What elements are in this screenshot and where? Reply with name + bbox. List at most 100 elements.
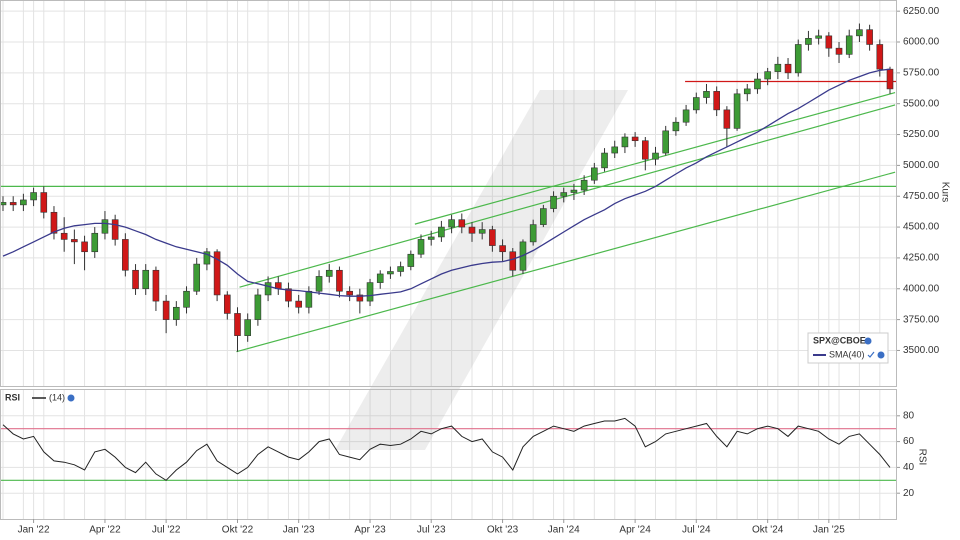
candle-body	[356, 294, 364, 302]
watermark	[335, 90, 628, 450]
rsi-legend: RSI (14)	[5, 392, 75, 402]
candle-body	[336, 269, 343, 292]
candle-body	[183, 290, 190, 308]
candle-body	[81, 241, 88, 253]
candle-body	[478, 229, 486, 234]
candle-body	[845, 35, 853, 55]
x-tick-label: Jul '24	[682, 525, 711, 536]
info-icon[interactable]	[877, 351, 885, 359]
candle-body	[101, 219, 109, 234]
check-icon[interactable]	[867, 351, 875, 358]
candle-body	[468, 226, 476, 234]
y-tick-label: 80	[903, 410, 915, 421]
candle-body	[448, 219, 455, 228]
candle-body	[152, 269, 160, 302]
candle-body	[652, 152, 659, 160]
candle-body	[407, 253, 415, 267]
candle-body	[438, 226, 445, 238]
legend-box	[807, 332, 889, 364]
candle-body	[774, 63, 782, 72]
candle-body	[570, 189, 578, 193]
candle-body	[692, 97, 700, 111]
candle-body	[366, 282, 374, 302]
candle-body	[223, 294, 231, 314]
line-series	[2, 417, 891, 481]
y-axis-label: Kurs	[939, 182, 950, 203]
candle-body	[0, 202, 7, 206]
candle-body	[132, 269, 139, 290]
y-tick-label: 4250.00	[903, 253, 940, 264]
candle-body	[71, 239, 78, 243]
x-tick-label: Jan '22	[18, 525, 50, 536]
candle-body	[295, 300, 302, 308]
data-layer	[0, 23, 897, 481]
candle-body	[764, 71, 771, 80]
legend-entry: SPX@CBOE	[813, 335, 866, 345]
x-tick-label: Jan '25	[813, 525, 845, 536]
y-tick-label: 5000.00	[903, 160, 940, 171]
candle-body	[203, 251, 211, 265]
candle-body	[417, 239, 425, 255]
candle-body	[509, 251, 517, 271]
x-tick-label: Apr '24	[619, 525, 651, 536]
y-tick-label: 40	[903, 462, 915, 473]
y-tick-label: 60	[903, 436, 915, 447]
candle-body	[733, 93, 741, 129]
x-tick-label: Okt '22	[222, 525, 254, 536]
y-tick-label: 5250.00	[903, 129, 940, 140]
x-tick-label: Jan '23	[283, 525, 315, 536]
candle-body	[662, 130, 670, 154]
candle-body	[601, 152, 608, 169]
candle-body	[825, 35, 833, 49]
legend-entry: (14)	[49, 392, 65, 402]
y-tick-label: 5750.00	[903, 67, 940, 78]
candle-body	[162, 300, 170, 320]
candle-body	[122, 239, 129, 271]
candle-body	[264, 282, 272, 296]
info-icon[interactable]	[864, 337, 872, 345]
candle-body	[754, 78, 761, 90]
candle-body	[346, 290, 353, 296]
y-tick-label: 4000.00	[903, 283, 940, 294]
candle-body	[743, 88, 751, 95]
candle-body	[193, 263, 201, 292]
candle-body	[489, 229, 496, 246]
candle-body	[60, 232, 68, 240]
candle-body	[642, 140, 649, 160]
candle-body	[315, 276, 323, 292]
candle-body	[234, 313, 241, 336]
candle-body	[244, 319, 251, 336]
trend-line	[236, 171, 896, 353]
candle-body	[111, 219, 119, 240]
candle-body	[9, 202, 17, 206]
candle-body	[397, 266, 404, 272]
candle-body	[591, 167, 598, 181]
candle-body	[254, 294, 262, 320]
candle-body	[458, 219, 466, 228]
y-tick-label: 6250.00	[903, 6, 940, 17]
candle-body	[560, 192, 568, 197]
candle-body	[427, 236, 435, 240]
x-tick-label: Jul '23	[417, 525, 446, 536]
info-icon[interactable]	[67, 394, 75, 402]
candle-body	[40, 192, 48, 213]
candle-body	[30, 192, 37, 201]
y-tick-label: 4750.00	[903, 191, 940, 202]
x-tick-label: Jul '22	[152, 525, 181, 536]
candle-body	[835, 47, 843, 55]
candle-body	[876, 44, 884, 70]
candle-body	[794, 44, 802, 74]
candle-body	[805, 38, 812, 45]
line-series	[2, 68, 891, 297]
candle-body	[20, 199, 27, 206]
grid-layer	[0, 1, 897, 519]
x-tick-label: Okt '24	[752, 525, 784, 536]
y-tick-label: 3750.00	[903, 314, 940, 325]
candle-body	[387, 271, 394, 275]
x-tick-label: Okt '23	[487, 525, 519, 536]
x-tick-label: Jan '24	[548, 525, 580, 536]
candle-body	[376, 273, 384, 283]
candle-body	[631, 136, 639, 142]
candle-body	[672, 121, 680, 132]
